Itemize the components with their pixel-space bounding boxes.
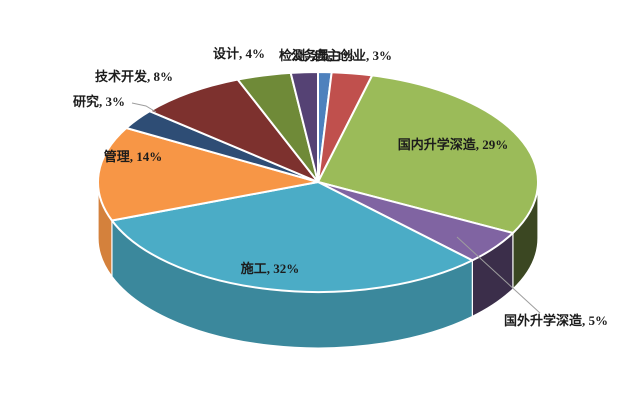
pie-slice-label-8: 设计, 4% <box>213 46 265 61</box>
label-leader-line-6 <box>131 102 157 113</box>
pie-slice-label-6: 研究, 3% <box>73 94 125 109</box>
label-leader-line-3 <box>456 236 541 314</box>
pie-slice-2 <box>317 74 539 235</box>
pie-slice-label-2: 国内升学深造, 29% <box>398 137 509 152</box>
pie-slice-7 <box>148 78 319 183</box>
pie-slice-label-5: 管理, 14% <box>104 149 163 164</box>
pie-slice-label-1: 自主创业, 3% <box>314 48 392 63</box>
pie-slice-5 <box>97 126 319 222</box>
pie-slice-label-7: 技术开发, 8% <box>95 69 173 84</box>
pie-slice-label-4: 施工, 32% <box>241 261 300 276</box>
pie-slice-label-3: 国外升学深造, 5% <box>504 313 608 328</box>
pie-slice-9 <box>289 71 319 183</box>
pie-slice-label-0: 公务员, 1% <box>290 48 355 63</box>
pie-slice-4 <box>110 181 474 293</box>
pie-slice-label-9: 检测, 2% <box>279 48 331 63</box>
